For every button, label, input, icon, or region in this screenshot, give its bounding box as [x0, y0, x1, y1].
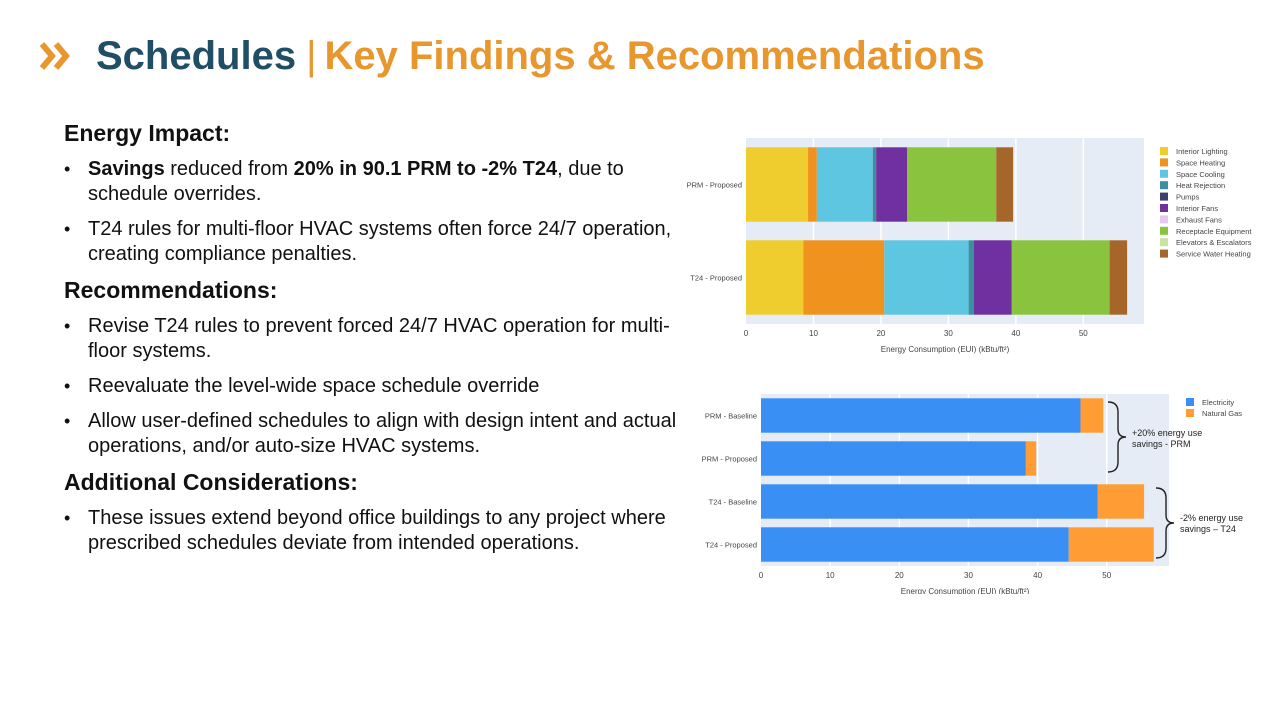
- additional-considerations-heading: Additional Considerations:: [64, 469, 358, 495]
- recommendation-bullet: Revise T24 rules to prevent forced 24/7 …: [64, 314, 684, 364]
- bar-natural-gas: [1025, 441, 1037, 476]
- end-use-chart-svg: 0 10 20 30 40 50 Energy Consumption (EUI) (kBt…: [687, 138, 1252, 354]
- bar-interior-lighting: [746, 147, 809, 222]
- legend-label: Interior Lighting: [1176, 147, 1228, 156]
- legend-label: Natural Gas: [1202, 409, 1242, 418]
- legend-swatch: [1160, 181, 1168, 190]
- legend-swatch: [1160, 238, 1168, 247]
- bar-space-cooling: [884, 240, 969, 315]
- title-separator: |: [306, 33, 317, 78]
- x-tick-label: 30: [964, 571, 973, 580]
- legend-label: Space Cooling: [1176, 170, 1225, 179]
- category-label: PRM - Proposed: [702, 455, 757, 464]
- page-subtitle: Key Findings & Recommendations: [324, 33, 985, 78]
- annotation-text: savings - PRM: [1132, 439, 1191, 449]
- bar-heat-rejection: [872, 147, 877, 222]
- legend-swatch: [1160, 169, 1168, 178]
- bar-electricity: [761, 398, 1081, 433]
- legend-label: Service Water Heating: [1176, 250, 1251, 259]
- recommendation-bullet: Reevaluate the level-wide space schedule…: [64, 374, 684, 399]
- legend-swatch: [1186, 409, 1194, 417]
- energy-impact-heading: Energy Impact:: [64, 120, 231, 146]
- double-chevron-icon: [39, 42, 70, 70]
- legend-label: Pumps: [1176, 193, 1200, 202]
- legend-label: Receptacle Equipment: [1176, 227, 1252, 236]
- legend-label: Space Heating: [1176, 158, 1225, 167]
- x-tick-label: 50: [1079, 329, 1088, 338]
- bar-natural-gas: [1097, 484, 1145, 519]
- bar-heat-rejection: [968, 240, 975, 315]
- bar-interior-lighting: [746, 240, 804, 315]
- fuel-chart-svg: 0 10 20 30 40 50 Energy Consumption (EUI) (kBt…: [702, 394, 1243, 594]
- bar-space-heating: [803, 240, 885, 315]
- legend-swatch: [1160, 192, 1168, 201]
- bar-electricity: [761, 484, 1098, 519]
- findings-text: Energy Impact: Savings reduced from 20% …: [64, 120, 684, 566]
- bar-receptacle-equipment: [1011, 240, 1110, 315]
- x-tick-label: 20: [876, 329, 885, 338]
- bar-service-water-heating: [1109, 240, 1128, 315]
- bar-space-heating: [808, 147, 817, 222]
- x-tick-label: 50: [1102, 571, 1111, 580]
- legend-label: Interior Fans: [1176, 204, 1218, 213]
- annotation-bracket: [1155, 487, 1175, 559]
- bar-electricity: [761, 527, 1069, 562]
- legend-swatch: [1160, 215, 1168, 224]
- legend-label: Exhaust Fans: [1176, 215, 1222, 224]
- legend-swatch: [1186, 398, 1194, 406]
- category-label: PRM - Baseline: [705, 412, 757, 421]
- bar-natural-gas: [1080, 398, 1104, 433]
- x-tick-label: 10: [809, 329, 818, 338]
- bar-electricity: [761, 441, 1026, 476]
- page-title: Schedules: [96, 33, 297, 78]
- legend-label: Elevators & Escalators: [1176, 238, 1252, 247]
- category-label: PRM - Proposed: [687, 181, 742, 190]
- x-tick-label: 40: [1033, 571, 1042, 580]
- savings-label: Savings: [88, 158, 165, 180]
- x-tick-label: 20: [895, 571, 904, 580]
- recommendation-bullet: Allow user-defined schedules to align wi…: [64, 409, 684, 459]
- legend-label: Heat Rejection: [1176, 181, 1225, 190]
- legend-swatch: [1160, 158, 1168, 167]
- category-label: T24 - Proposed: [690, 274, 742, 283]
- legend-label: Electricity: [1202, 398, 1234, 407]
- x-tick-label: 10: [826, 571, 835, 580]
- fuel-chart: 0 10 20 30 40 50 Energy Consumption (EUI) (kBt…: [700, 394, 1266, 594]
- annotation-text: savings – T24: [1180, 524, 1236, 534]
- x-axis-label: Energy Consumption (EUI) (kBtu/ft²): [881, 345, 1010, 354]
- bullet-text: , due to schedule overrides.: [88, 158, 624, 205]
- end-use-chart: 0 10 20 30 40 50 Energy Consumption (EUI) (kBt…: [686, 138, 1266, 363]
- energy-impact-bullet-2: T24 rules for multi-floor HVAC systems o…: [64, 217, 684, 267]
- x-axis-label: Energy Consumption (EUI) (kBtu/ft²): [901, 587, 1030, 594]
- legend-swatch: [1160, 204, 1168, 212]
- bar-interior-fans: [974, 240, 1012, 315]
- x-tick-label: 30: [944, 329, 953, 338]
- bar-receptacle-equipment: [907, 147, 997, 222]
- savings-values: 20% in 90.1 PRM to -2% T24: [293, 158, 558, 180]
- bar-service-water-heating: [996, 147, 1014, 222]
- additional-bullet: These issues extend beyond office buildi…: [64, 506, 684, 556]
- annotation-text: -2% energy use: [1180, 513, 1243, 523]
- recommendations-heading: Recommendations:: [64, 277, 278, 303]
- energy-impact-bullet-1: Savings reduced from 20% in 90.1 PRM to …: [64, 157, 684, 207]
- x-tick-label: 40: [1011, 329, 1020, 338]
- legend-swatch: [1160, 249, 1168, 258]
- bullet-text: reduced from: [164, 158, 294, 180]
- bar-interior-fans: [876, 147, 908, 222]
- x-tick-label: 0: [759, 571, 764, 580]
- annotation-bracket: [1107, 401, 1127, 473]
- legend-swatch: [1160, 147, 1168, 155]
- slide-header: Schedules | Key Findings & Recommendatio…: [38, 28, 985, 84]
- legend-swatch: [1160, 226, 1168, 235]
- category-label: T24 - Proposed: [705, 541, 757, 550]
- bar-space-cooling: [816, 147, 873, 222]
- x-tick-label: 0: [744, 329, 749, 338]
- annotation-text: +20% energy use: [1132, 428, 1202, 438]
- bar-natural-gas: [1068, 527, 1154, 562]
- category-label: T24 - Baseline: [709, 498, 757, 507]
